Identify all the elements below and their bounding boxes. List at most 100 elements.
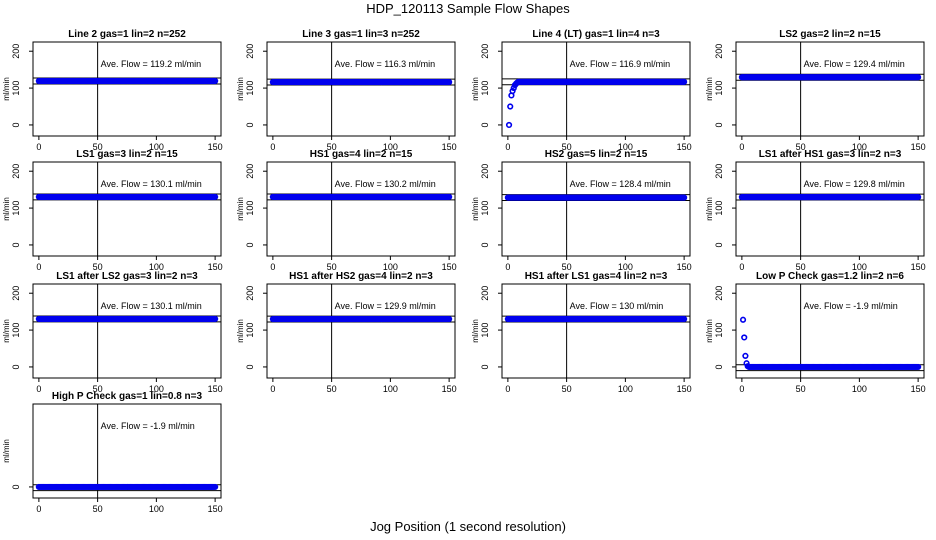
y-tick-label: 0 — [480, 364, 490, 369]
data-point — [681, 315, 688, 323]
x-tick-label: 0 — [36, 142, 41, 152]
data-point — [741, 334, 748, 341]
y-tick-label: 0 — [11, 242, 21, 247]
y-tick-label: 0 — [245, 242, 255, 247]
data-point — [446, 315, 453, 323]
x-tick-label: 50 — [562, 142, 572, 152]
x-tick-label: 100 — [149, 262, 164, 272]
data-points — [35, 483, 219, 491]
y-tick-label: 200 — [714, 44, 724, 59]
x-tick-label: 100 — [618, 262, 633, 272]
panel-title: Line 3 gas=1 lin=3 n=252 — [302, 29, 420, 40]
x-tick-label: 50 — [327, 142, 337, 152]
y-axis-label: ml/min — [2, 197, 11, 221]
panel-3: Line 4 (LT) gas=1 lin=4 n=3 ml/min 0 50 100 1… — [471, 29, 692, 152]
x-tick-label: 100 — [383, 262, 398, 272]
y-tick-label: 200 — [245, 164, 255, 179]
y-tick-label: 0 — [11, 122, 21, 127]
y-axis-label: ml/min — [2, 77, 11, 101]
x-tick-label: 50 — [796, 262, 806, 272]
x-tick-label: 0 — [739, 142, 744, 152]
panel-frame — [266, 283, 456, 379]
x-tick-label: 100 — [852, 142, 867, 152]
y-tick-label: 200 — [11, 164, 21, 179]
y-axis-label: ml/min — [705, 77, 714, 101]
x-tick-label: 0 — [739, 384, 744, 394]
data-points — [269, 78, 453, 86]
y-tick-label: 0 — [480, 122, 490, 127]
data-point — [446, 78, 453, 86]
x-tick-label: 100 — [383, 142, 398, 152]
data-point — [915, 193, 922, 201]
data-points — [269, 315, 453, 323]
y-tick-label: 200 — [11, 286, 21, 301]
y-tick-label: 100 — [11, 81, 21, 96]
y-tick-label: 0 — [245, 122, 255, 127]
y-tick-label: 200 — [714, 164, 724, 179]
y-tick-label: 100 — [480, 81, 490, 96]
panel-title: Low P Check gas=1.2 lin=2 n=6 — [756, 271, 904, 282]
x-tick-label: 50 — [796, 384, 806, 394]
panel-12: Low P Check gas=1.2 lin=2 n=6 ml/min 0 50 10… — [705, 271, 926, 394]
panel-frame — [32, 161, 222, 257]
y-axis-label: ml/min — [2, 439, 11, 463]
y-tick-label: 100 — [11, 323, 21, 338]
panel-frame — [32, 41, 222, 137]
panel-6: HS1 gas=4 lin=2 n=15 ml/min 0 50 100 150 0 100 2… — [236, 149, 457, 272]
data-points — [504, 194, 688, 201]
average-annotation: Ave. Flow = 116.9 ml/min — [570, 59, 670, 69]
y-tick-label: 0 — [714, 122, 724, 127]
x-tick-label: 100 — [852, 262, 867, 272]
data-points — [35, 193, 219, 201]
average-annotation: Ave. Flow = -1.9 ml/min — [101, 421, 195, 431]
x-tick-label: 100 — [618, 142, 633, 152]
average-annotation: Ave. Flow = 129.9 ml/min — [335, 301, 436, 311]
x-tick-label: 0 — [505, 142, 510, 152]
x-tick-label: 150 — [208, 384, 223, 394]
panel-title: LS2 gas=2 lin=2 n=15 — [779, 29, 881, 40]
x-tick-label: 150 — [677, 142, 692, 152]
x-tick-label: 50 — [93, 142, 103, 152]
y-axis-label: ml/min — [2, 319, 11, 343]
data-point — [742, 352, 749, 359]
average-annotation: Ave. Flow = 130.1 ml/min — [101, 179, 202, 189]
average-annotation: Ave. Flow = 129.8 ml/min — [804, 179, 905, 189]
y-axis-label: ml/min — [236, 319, 245, 343]
y-tick-label: 0 — [480, 242, 490, 247]
y-tick-label: 0 — [11, 484, 21, 489]
average-annotation: Ave. Flow = 128.4 ml/min — [570, 179, 671, 189]
y-tick-label: 200 — [245, 286, 255, 301]
y-axis-label: ml/min — [705, 197, 714, 221]
x-tick-label: 100 — [149, 384, 164, 394]
average-annotation: Ave. Flow = 130.1 ml/min — [101, 301, 202, 311]
data-points — [35, 77, 219, 85]
panel-frame — [32, 283, 222, 379]
panel-8: LS1 after HS1 gas=3 lin=2 n=3 ml/min 0 50 10… — [705, 149, 926, 272]
panel-frame — [735, 283, 925, 379]
x-tick-label: 150 — [208, 142, 223, 152]
y-axis-label: ml/min — [236, 197, 245, 221]
panel-2: Line 3 gas=1 lin=3 n=252 ml/min 0 50 100 150 0… — [236, 29, 457, 152]
y-tick-label: 0 — [714, 242, 724, 247]
y-tick-label: 200 — [480, 286, 490, 301]
y-tick-label: 0 — [714, 364, 724, 369]
x-tick-label: 50 — [327, 384, 337, 394]
data-point — [681, 78, 688, 85]
panel-11: HS1 after LS1 gas=4 lin=2 n=3 ml/min 0 50 10… — [471, 271, 692, 394]
x-tick-label: 150 — [911, 384, 926, 394]
panel-title: HS1 after LS1 gas=4 lin=2 n=3 — [525, 271, 668, 282]
x-tick-label: 100 — [383, 384, 398, 394]
y-tick-label: 200 — [11, 44, 21, 59]
data-points — [738, 193, 922, 201]
panel-title: HS1 after HS2 gas=4 lin=2 n=3 — [289, 271, 433, 282]
y-axis-label: ml/min — [471, 77, 480, 101]
average-annotation: Ave. Flow = 130.2 ml/min — [335, 179, 436, 189]
panel-frame — [501, 161, 691, 257]
panel-frame — [501, 283, 691, 379]
x-tick-label: 50 — [93, 504, 103, 514]
x-tick-label: 50 — [93, 262, 103, 272]
y-tick-label: 0 — [245, 364, 255, 369]
panel-10: HS1 after HS2 gas=4 lin=2 n=3 ml/min 0 50 10… — [236, 271, 457, 394]
data-points — [739, 316, 922, 371]
x-tick-label: 0 — [36, 504, 41, 514]
